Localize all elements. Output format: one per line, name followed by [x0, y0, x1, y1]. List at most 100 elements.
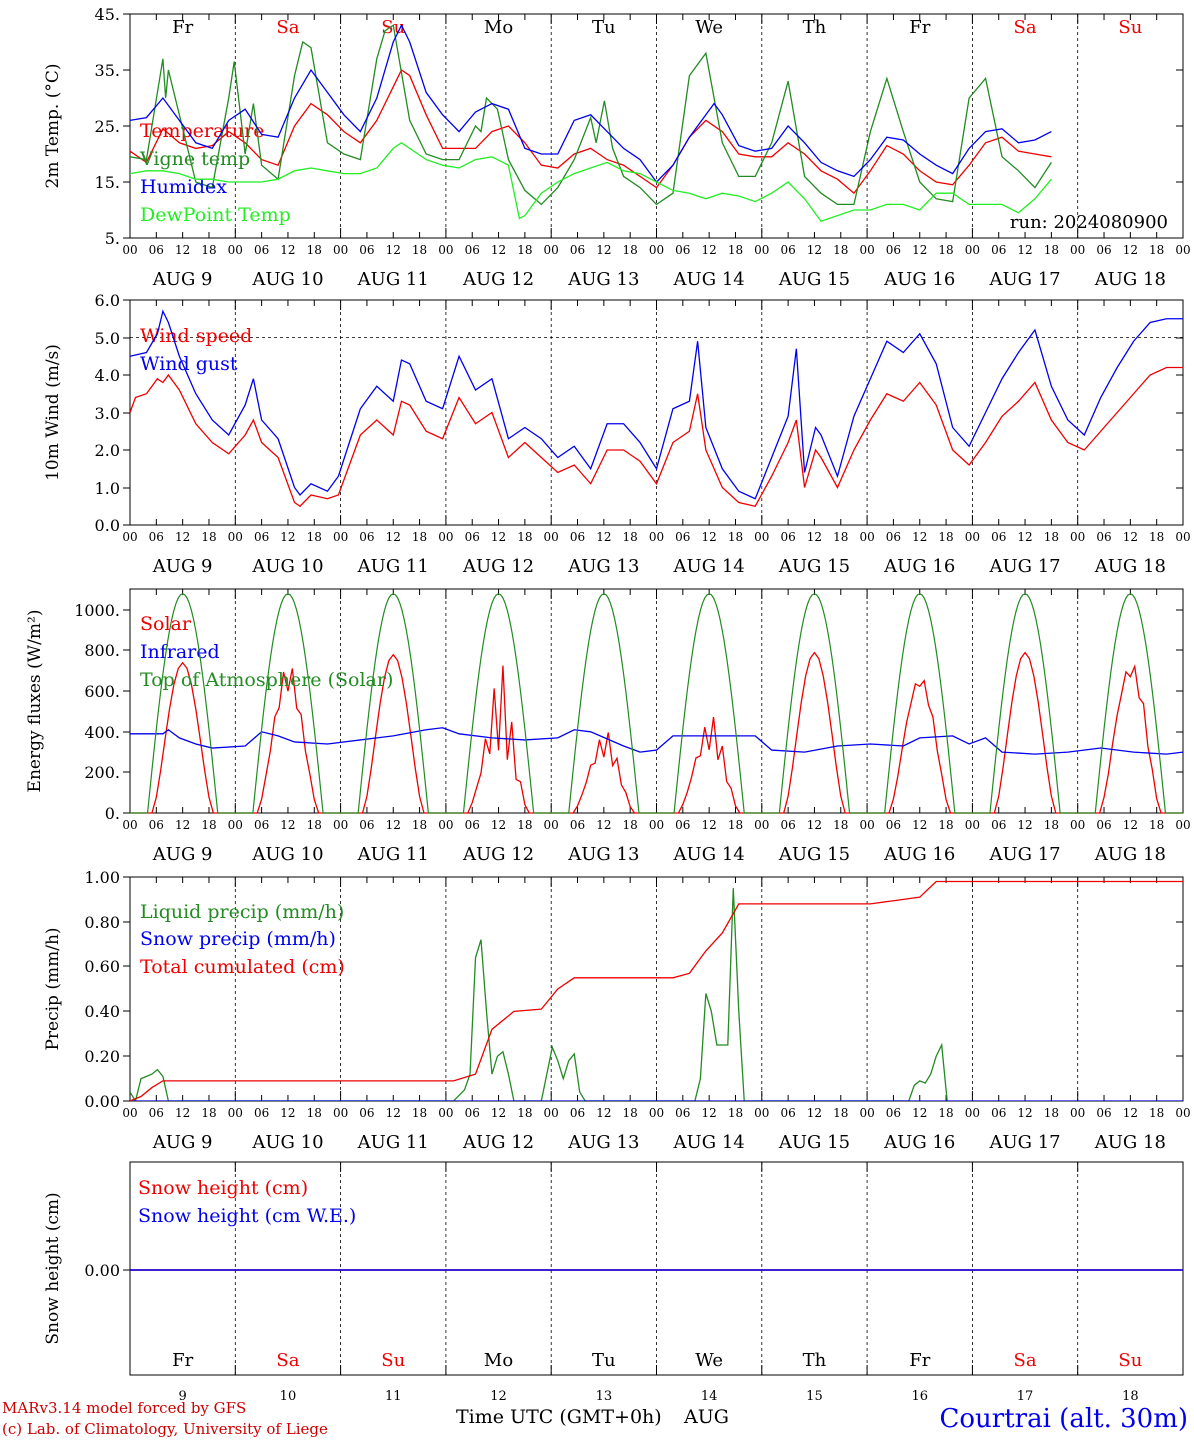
y-tick-label: 35.: [95, 61, 120, 80]
hour-tick-label: 06: [149, 530, 164, 544]
date-label: AUG 13: [567, 269, 639, 290]
panels: 00 06 12 18 00 06 12 18 00 06 12 18 00 06 12 18 00 06 12 18…: [25, 5, 1191, 1404]
legend-entry: Infrared: [140, 641, 220, 663]
hour-tick-label: 12: [1017, 1106, 1032, 1120]
hour-tick-label: 18: [728, 1106, 743, 1120]
hour-tick-label: 00: [1175, 1106, 1190, 1120]
hour-tick-label: 06: [359, 243, 374, 257]
hour-tick-label: 06: [991, 1106, 1006, 1120]
y-tick-label: 0.80: [84, 913, 120, 932]
hour-tick-label: 18: [517, 818, 532, 832]
series-vigne-temp: [130, 24, 1052, 206]
hour-tick-label: 06: [359, 530, 374, 544]
hour-tick-label: 18: [517, 1106, 532, 1120]
hour-tick-label: 00: [333, 243, 348, 257]
hour-tick-label: 06: [1096, 243, 1111, 257]
hour-tick-label: 12: [1123, 530, 1138, 544]
day-number-label: 17: [1017, 1389, 1034, 1404]
day-number-label: 18: [1122, 1389, 1139, 1404]
y-tick-label: 0.60: [84, 957, 120, 976]
day-number-label: 14: [701, 1389, 718, 1404]
hour-tick-label: 18: [1044, 243, 1059, 257]
hour-tick-label: 00: [1175, 530, 1190, 544]
date-label: AUG 9: [152, 269, 213, 290]
y-tick-label: 0.0: [95, 516, 120, 535]
y-axis-label: Snow height (cm): [43, 1192, 63, 1344]
hour-tick-label: 12: [175, 1106, 190, 1120]
hour-tick-label: 00: [122, 818, 137, 832]
hour-tick-label: 18: [938, 530, 953, 544]
day-number-label: 11: [385, 1389, 402, 1404]
hour-tick-label: 00: [544, 530, 559, 544]
hour-tick-label: 12: [386, 243, 401, 257]
y-tick-label: 0.20: [84, 1047, 120, 1066]
hour-tick-label: 00: [754, 243, 769, 257]
series-dewpoint-temp: [130, 142, 1052, 222]
panel-frame: [129, 299, 1184, 526]
y-tick-label: 1.0: [95, 479, 120, 498]
hour-tick-label: 00: [122, 243, 137, 257]
hour-tick-label: 18: [833, 1106, 848, 1120]
date-label: AUG 14: [673, 556, 745, 577]
y-tick-label: 0.00: [84, 1261, 120, 1280]
hour-tick-label: 00: [649, 243, 664, 257]
hour-tick-label: 06: [570, 530, 585, 544]
hour-tick-label: 18: [307, 818, 322, 832]
hour-tick-label: 12: [175, 530, 190, 544]
hour-tick-label: 06: [254, 530, 269, 544]
series-wind-gust: [130, 309, 1183, 500]
y-axis-label: 2m Temp. (°C): [43, 63, 63, 188]
weekday-label: Fr: [172, 1350, 193, 1371]
weekday-label: Sa: [1014, 1350, 1037, 1371]
hour-tick-label: 18: [517, 243, 532, 257]
hour-tick-label: 12: [175, 243, 190, 257]
hour-tick-label: 12: [386, 1106, 401, 1120]
hour-tick-label: 18: [412, 530, 427, 544]
weekday-label: Th: [803, 17, 827, 38]
weekday-label: Su: [381, 1350, 405, 1371]
hour-tick-label: 06: [465, 243, 480, 257]
legend-entry: Snow precip (mm/h): [140, 928, 336, 950]
legend-entry: Solar: [140, 613, 192, 635]
date-label: AUG 14: [673, 269, 745, 290]
hour-tick-label: 12: [702, 243, 717, 257]
hour-tick-label: 00: [438, 1106, 453, 1120]
y-tick-label: 1.00: [84, 868, 120, 887]
hour-tick-label: 06: [570, 818, 585, 832]
hour-tick-label: 18: [1044, 818, 1059, 832]
hour-tick-label: 06: [886, 243, 901, 257]
hour-tick-label: 18: [728, 818, 743, 832]
hour-tick-label: 06: [254, 243, 269, 257]
hour-tick-label: 00: [859, 818, 874, 832]
hour-tick-label: 00: [859, 243, 874, 257]
hour-tick-label: 06: [1096, 1106, 1111, 1120]
date-label: AUG 9: [152, 844, 213, 865]
hour-tick-label: 00: [544, 243, 559, 257]
y-tick-label: 1000.: [74, 601, 120, 620]
date-label: AUG 11: [357, 269, 429, 290]
weekday-label: Tu: [592, 17, 616, 38]
hour-tick-label: 12: [596, 1106, 611, 1120]
weekday-label: Sa: [276, 1350, 299, 1371]
weekday-label: Fr: [909, 1350, 930, 1371]
hour-tick-label: 06: [780, 818, 795, 832]
hour-tick-label: 00: [754, 530, 769, 544]
hour-tick-label: 06: [991, 243, 1006, 257]
date-label: AUG 12: [462, 269, 534, 290]
date-label: AUG 17: [988, 844, 1060, 865]
run-annotation: run: 2024080900: [1010, 212, 1168, 233]
panel-5: 9 10 11 12 13 14 15 16 17 18 Fr Sa Su Mo Tu We Th Fr Sa Su 0…: [43, 1161, 1184, 1404]
y-tick-label: 5.: [105, 229, 120, 248]
y-tick-label: 3.0: [95, 404, 120, 423]
hour-tick-label: 06: [149, 818, 164, 832]
hour-tick-label: 12: [702, 530, 717, 544]
hour-tick-label: 18: [623, 243, 638, 257]
weekday-label: We: [695, 17, 723, 38]
weekday-label: Sa: [1014, 17, 1037, 38]
panel-frame: [129, 588, 1184, 814]
date-label: AUG 15: [778, 1132, 850, 1153]
date-label: AUG 11: [357, 844, 429, 865]
weekday-label: Mo: [484, 1350, 513, 1371]
hour-tick-label: 12: [912, 530, 927, 544]
hour-tick-label: 18: [728, 530, 743, 544]
